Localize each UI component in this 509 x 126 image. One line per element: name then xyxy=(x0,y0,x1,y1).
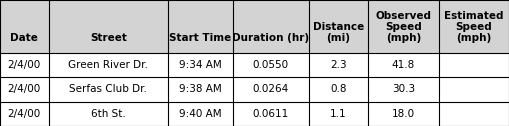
Text: Date: Date xyxy=(10,33,38,43)
Bar xyxy=(0,102,49,126)
Text: 2/4/00: 2/4/00 xyxy=(8,109,41,119)
Text: 2.3: 2.3 xyxy=(330,60,347,70)
Bar xyxy=(439,53,509,77)
Text: Estimated
Speed
(mph): Estimated Speed (mph) xyxy=(444,11,503,43)
Text: 0.0264: 0.0264 xyxy=(252,84,289,94)
Text: 41.8: 41.8 xyxy=(392,60,415,70)
Bar xyxy=(233,53,308,77)
Text: Duration (hr): Duration (hr) xyxy=(232,33,309,43)
Bar xyxy=(308,0,368,53)
Bar xyxy=(49,77,168,102)
Text: Green River Dr.: Green River Dr. xyxy=(68,60,148,70)
Text: 1.1: 1.1 xyxy=(330,109,347,119)
Bar xyxy=(308,53,368,77)
Text: 2/4/00: 2/4/00 xyxy=(8,60,41,70)
Bar xyxy=(439,0,509,53)
Text: 30.3: 30.3 xyxy=(392,84,415,94)
Bar xyxy=(49,53,168,77)
Bar xyxy=(168,102,233,126)
Bar xyxy=(439,102,509,126)
Text: 18.0: 18.0 xyxy=(392,109,415,119)
Text: Street: Street xyxy=(90,33,127,43)
Bar xyxy=(49,102,168,126)
Text: Serfas Club Dr.: Serfas Club Dr. xyxy=(69,84,147,94)
Text: 6th St.: 6th St. xyxy=(91,109,126,119)
Bar xyxy=(49,0,168,53)
Text: 0.0550: 0.0550 xyxy=(252,60,289,70)
Bar xyxy=(233,102,308,126)
Text: 0.0611: 0.0611 xyxy=(252,109,289,119)
Text: 9:40 AM: 9:40 AM xyxy=(179,109,221,119)
Bar xyxy=(0,77,49,102)
Bar xyxy=(368,0,439,53)
Bar xyxy=(368,102,439,126)
Text: Start Time: Start Time xyxy=(169,33,232,43)
Bar xyxy=(168,0,233,53)
Text: 9:34 AM: 9:34 AM xyxy=(179,60,222,70)
Text: 2/4/00: 2/4/00 xyxy=(8,84,41,94)
Bar xyxy=(168,53,233,77)
Bar xyxy=(0,53,49,77)
Bar xyxy=(308,102,368,126)
Bar xyxy=(233,77,308,102)
Text: Observed
Speed
(mph): Observed Speed (mph) xyxy=(376,11,432,43)
Bar xyxy=(439,77,509,102)
Bar xyxy=(368,53,439,77)
Bar xyxy=(308,77,368,102)
Bar xyxy=(168,77,233,102)
Text: 9:38 AM: 9:38 AM xyxy=(179,84,222,94)
Bar xyxy=(368,77,439,102)
Text: Distance
(mi): Distance (mi) xyxy=(313,22,364,43)
Bar xyxy=(233,0,308,53)
Bar xyxy=(0,0,49,53)
Text: 0.8: 0.8 xyxy=(330,84,347,94)
